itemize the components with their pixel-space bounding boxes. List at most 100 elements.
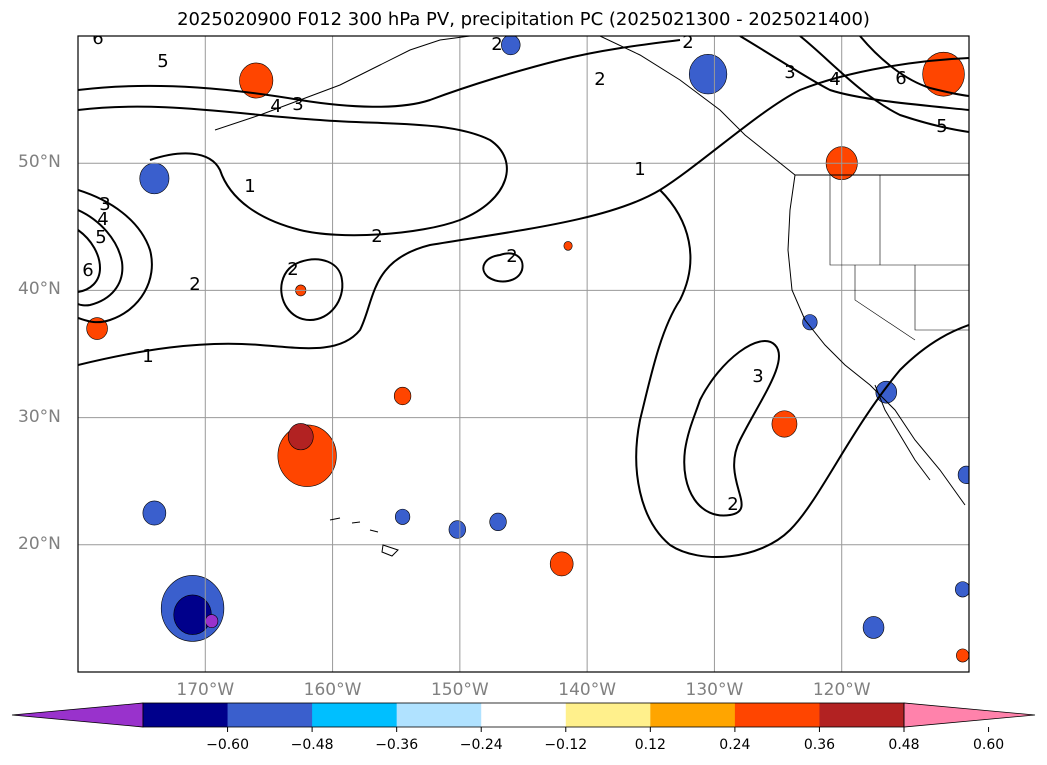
colorbar-segment <box>312 703 398 727</box>
latitude-label: 30°N <box>18 406 61 427</box>
latitude-label: 40°N <box>18 279 61 300</box>
pv-contour-1-west <box>78 57 969 366</box>
contour-label: 2 <box>682 32 693 53</box>
precip-anomaly-blob <box>957 465 969 484</box>
precip-anomaly-blob <box>394 508 411 525</box>
colorbar-segment <box>819 703 905 727</box>
longitude-label: 150°W <box>430 680 489 700</box>
contour-label: 3 <box>99 194 110 215</box>
precip-anomaly-blob <box>287 423 314 451</box>
colorbar-segment <box>481 703 567 727</box>
contour-label: 4 <box>829 69 840 90</box>
colorbar-segment <box>396 703 482 727</box>
alaska-coastline <box>214 36 471 131</box>
state-borders <box>829 175 969 341</box>
contour-label-layer: 1 1 1 2 2 2 2 2 2 2 2 3 3 3 3 4 4 4 5 5 … <box>82 28 947 515</box>
latitude-label: 50°N <box>18 152 61 173</box>
precip-anomaly-blob <box>688 54 728 95</box>
colorbar-tick-label: −0.12 <box>544 737 588 753</box>
hawaii-islands <box>329 517 399 557</box>
precip-anomaly-blob <box>862 616 885 639</box>
precip-anomaly-blob <box>922 51 965 97</box>
precip-anomaly-blob <box>239 62 274 99</box>
pv-contour-2-small <box>482 252 524 283</box>
colorbar-tick-label: 0.60 <box>972 737 1005 753</box>
pv-contours <box>78 36 969 558</box>
pv-contour-3-north <box>78 39 681 108</box>
pv-contour-3-west <box>78 189 153 324</box>
colorbar-segment <box>650 703 736 727</box>
longitude-label: 160°W <box>303 680 362 700</box>
precip-anomaly-blob <box>771 410 798 438</box>
longitude-label: 140°W <box>558 680 617 700</box>
contour-label: 1 <box>634 159 645 180</box>
baja-coastline <box>874 384 931 481</box>
chart-title: 2025020900 F012 300 hPa PV, precipitatio… <box>177 9 870 30</box>
pv-contour-5-north <box>799 36 969 133</box>
longitude-label: 120°W <box>812 680 871 700</box>
bc-coastline <box>599 36 796 176</box>
precip-anomaly-blob <box>86 317 108 340</box>
map-panel: 1 1 1 2 2 2 2 2 2 2 2 3 3 3 3 4 4 4 5 5 … <box>77 28 970 673</box>
map-background <box>78 36 969 672</box>
precip-anomaly-blob <box>956 648 969 663</box>
map-frame <box>77 35 970 673</box>
coastlines <box>214 36 969 557</box>
pv-contour-5-west <box>78 229 102 293</box>
colorbar-tick-label: 0.36 <box>803 737 836 753</box>
colorbar-segment <box>143 703 229 727</box>
precip-anomaly-blob <box>563 241 573 251</box>
precip-anomaly-blob <box>489 512 507 532</box>
precip-anomaly-blob <box>142 500 167 526</box>
contour-label: 5 <box>157 51 168 72</box>
precip-anomaly-blob <box>875 380 898 404</box>
colorbar-tick-label: 0.48 <box>888 737 920 753</box>
precip-anomaly-blob <box>955 581 969 598</box>
gridlines <box>78 36 969 672</box>
colorbar-segment <box>734 703 820 727</box>
contour-label: 6 <box>82 260 93 281</box>
pv-contour-4-north <box>739 36 969 111</box>
contour-label: 2 <box>727 494 738 515</box>
contour-label: 3 <box>292 94 303 115</box>
colorbar-tick-label: −0.60 <box>206 737 249 753</box>
contour-label: 2 <box>506 246 517 267</box>
contour-label: 2 <box>189 274 200 295</box>
colorbar-segment <box>227 703 313 727</box>
colorbar-tick-label: −0.24 <box>459 737 503 753</box>
precip-anomaly-blob <box>205 614 219 629</box>
precip-anomaly-blob <box>501 36 521 56</box>
precip-anomaly-blob <box>393 386 412 406</box>
contour-label: 2 <box>594 69 605 90</box>
contour-label: 6 <box>92 28 103 49</box>
contour-label: 2 <box>371 226 382 247</box>
contour-label: 5 <box>936 116 947 137</box>
colorbar-segment <box>565 703 651 727</box>
contour-label: 6 <box>895 68 906 89</box>
pv-contour-2-main <box>78 105 508 237</box>
pv-contour-2-low <box>280 258 344 322</box>
pv-contour-2-east <box>683 340 781 517</box>
latitude-label: 20°N <box>18 533 61 554</box>
contour-label: 2 <box>287 259 298 280</box>
longitude-label: 170°W <box>176 680 235 700</box>
contour-label: 3 <box>752 366 763 387</box>
precip-anomaly-blob <box>549 551 574 577</box>
colorbar-segments <box>11 702 1036 728</box>
us-west-coastline <box>787 174 966 506</box>
contour-label: 5 <box>95 227 106 248</box>
colorbar-tick-label: 0.12 <box>634 737 666 753</box>
contour-label: 4 <box>270 96 281 117</box>
contour-label: 1 <box>142 346 153 367</box>
colorbar-extend-low <box>11 702 144 728</box>
pv-contour-1-central <box>635 189 969 558</box>
precip-anomaly-blob <box>448 520 466 539</box>
colorbar-extend-high <box>903 702 1036 728</box>
precip-anomaly-blob <box>802 314 818 331</box>
colorbar-tick-label: −0.48 <box>290 737 334 753</box>
precip-anomaly-blob <box>139 162 170 195</box>
colorbar-frame <box>142 702 905 728</box>
colorbar-tick-marks <box>227 727 990 732</box>
contour-label: 4 <box>97 209 108 230</box>
longitude-label: 130°W <box>685 680 744 700</box>
